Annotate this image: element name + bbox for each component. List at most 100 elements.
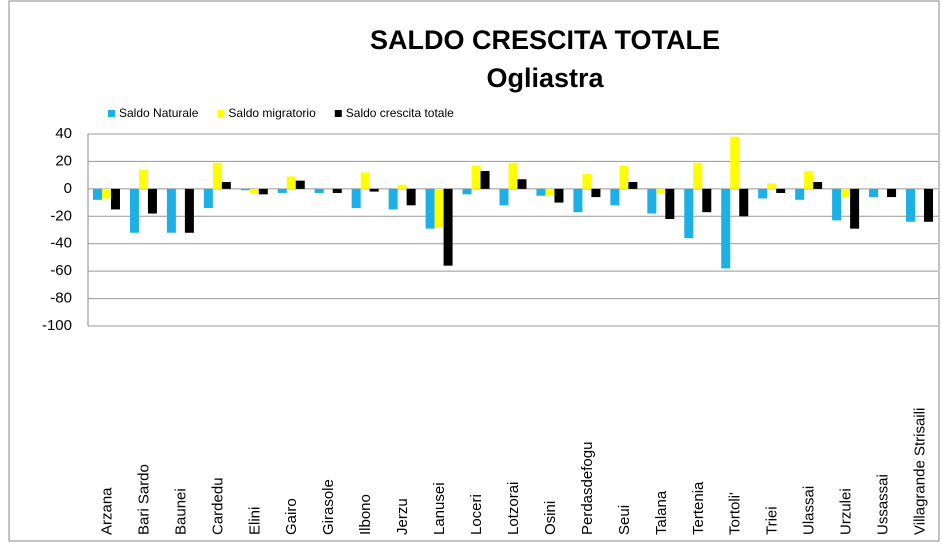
bar bbox=[92, 188, 102, 200]
bar bbox=[850, 188, 860, 229]
bar bbox=[610, 188, 620, 206]
x-tick-label: Ussassai bbox=[875, 474, 892, 535]
x-tick-label: Villagrande Strisaili bbox=[911, 408, 928, 535]
legend-label: Saldo crescita totale bbox=[346, 106, 454, 120]
x-tick-label: Seui bbox=[616, 505, 633, 535]
y-tick-label: -20 bbox=[50, 207, 72, 224]
x-tick-label: Gairo bbox=[283, 498, 300, 535]
x-tick-label: Bari Sardo bbox=[135, 464, 152, 535]
x-tick-label: Triei bbox=[764, 506, 781, 535]
bar bbox=[582, 173, 592, 189]
bar bbox=[573, 188, 583, 213]
x-tick-label: Girasole bbox=[320, 479, 337, 535]
bar bbox=[101, 188, 111, 199]
x-tick-label: Ulassai bbox=[801, 486, 818, 535]
bar bbox=[332, 188, 342, 193]
bar bbox=[702, 188, 712, 213]
bar bbox=[462, 188, 472, 195]
x-tick-label: Loceri bbox=[468, 494, 485, 535]
bar bbox=[619, 165, 629, 189]
bar bbox=[739, 188, 749, 217]
bar bbox=[906, 188, 916, 222]
chart-subtitle: Ogliastra bbox=[486, 63, 604, 93]
bar bbox=[249, 188, 259, 193]
bar bbox=[656, 188, 666, 193]
bar bbox=[693, 162, 703, 189]
bar bbox=[295, 180, 305, 189]
bar bbox=[212, 162, 222, 189]
bar bbox=[517, 179, 527, 189]
y-tick-label: -60 bbox=[50, 262, 72, 279]
bar bbox=[184, 188, 194, 233]
x-tick-label: Urzulei bbox=[838, 488, 855, 535]
bar bbox=[628, 182, 638, 189]
bar bbox=[406, 188, 416, 206]
bar bbox=[388, 188, 398, 210]
bar bbox=[684, 188, 694, 239]
bar bbox=[203, 188, 213, 209]
bar bbox=[314, 188, 324, 193]
x-tick-label: Talana bbox=[653, 490, 670, 535]
bar bbox=[887, 188, 897, 198]
bar bbox=[480, 171, 490, 189]
x-tick-label: Jerzu bbox=[394, 498, 411, 535]
bar bbox=[258, 188, 268, 195]
y-tick-label: 0 bbox=[64, 180, 72, 197]
bar bbox=[286, 176, 296, 189]
bar bbox=[471, 165, 481, 189]
y-tick-label: -100 bbox=[42, 317, 72, 334]
bar bbox=[434, 188, 444, 228]
bar bbox=[369, 188, 379, 192]
x-tick-label: Osini bbox=[542, 501, 559, 535]
x-tick-label: Arzana bbox=[98, 487, 115, 535]
bar bbox=[795, 188, 805, 200]
bar bbox=[767, 183, 777, 189]
x-tick-label: Lanusei bbox=[431, 482, 448, 535]
bar bbox=[443, 188, 453, 266]
x-tick-label: Tortoli' bbox=[727, 492, 744, 535]
bar bbox=[240, 188, 250, 191]
x-tick-label: Elini bbox=[246, 507, 263, 535]
bar bbox=[499, 188, 509, 206]
bar bbox=[166, 188, 176, 233]
bar bbox=[776, 188, 786, 193]
legend-swatch bbox=[217, 110, 225, 117]
bar bbox=[730, 136, 740, 189]
bar bbox=[591, 188, 601, 198]
bar bbox=[508, 162, 518, 189]
x-tick-label: Lotzorai bbox=[505, 482, 522, 535]
y-tick-label: 20 bbox=[55, 152, 72, 169]
bar bbox=[832, 188, 842, 221]
bar bbox=[129, 188, 139, 233]
bar bbox=[813, 182, 823, 189]
bar bbox=[545, 188, 555, 196]
x-tick-label: Baunei bbox=[172, 488, 189, 535]
legend-swatch bbox=[108, 110, 115, 117]
bar bbox=[841, 188, 851, 198]
bar bbox=[869, 188, 879, 198]
bar bbox=[647, 188, 657, 214]
bar bbox=[554, 188, 564, 203]
bar bbox=[665, 188, 675, 220]
x-tick-label: Ilbono bbox=[357, 494, 374, 535]
bar bbox=[397, 184, 407, 189]
bar bbox=[536, 188, 546, 196]
chart-title: SALDO CRESCITA TOTALE bbox=[370, 25, 720, 55]
bar bbox=[221, 182, 231, 189]
y-tick-label: -40 bbox=[50, 235, 72, 252]
bar bbox=[924, 188, 934, 222]
bar bbox=[360, 172, 370, 189]
bar bbox=[277, 188, 287, 193]
y-tick-label: -80 bbox=[50, 290, 72, 307]
bar bbox=[138, 169, 148, 189]
legend-swatch bbox=[334, 110, 342, 117]
bar bbox=[804, 171, 814, 189]
legend-label: Saldo Naturale bbox=[119, 106, 199, 120]
x-tick-label: Cardedu bbox=[209, 477, 226, 535]
bar bbox=[721, 188, 731, 269]
bar bbox=[147, 188, 157, 214]
bar bbox=[425, 188, 435, 229]
y-tick-label: 40 bbox=[55, 125, 72, 142]
